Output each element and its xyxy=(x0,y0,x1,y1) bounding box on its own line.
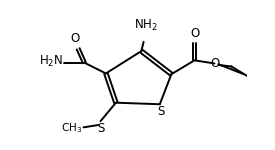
Text: H$_2$N: H$_2$N xyxy=(39,54,64,69)
Text: O: O xyxy=(191,27,200,40)
Text: CH$_3$: CH$_3$ xyxy=(61,121,82,135)
Text: O: O xyxy=(211,57,220,70)
Text: NH$_2$: NH$_2$ xyxy=(134,18,158,33)
Text: S: S xyxy=(97,122,104,135)
Text: O: O xyxy=(70,32,80,45)
Text: S: S xyxy=(158,105,165,118)
